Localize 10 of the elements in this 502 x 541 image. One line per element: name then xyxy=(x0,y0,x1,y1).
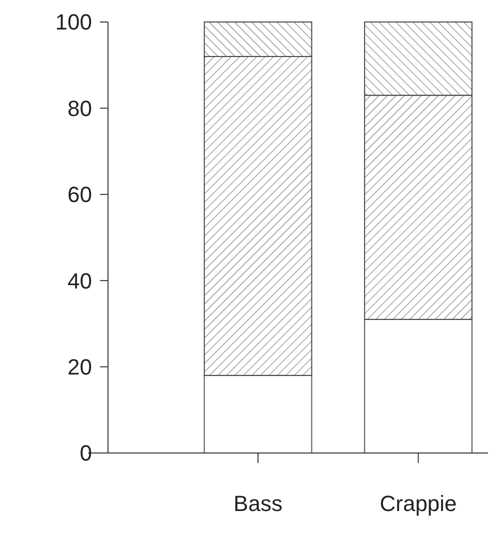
y-tick-label: 40 xyxy=(68,268,92,294)
y-tick-label: 60 xyxy=(68,182,92,208)
y-tick-label: 80 xyxy=(68,96,92,121)
x-tick-label: Crappie xyxy=(380,491,457,516)
y-tick-label: 0 xyxy=(80,440,92,466)
y-tick-label: 100 xyxy=(55,10,92,35)
bar xyxy=(364,318,472,454)
bar xyxy=(204,374,312,454)
x-tick-label: Bass xyxy=(234,491,282,516)
y-tick-label: 20 xyxy=(68,354,92,380)
